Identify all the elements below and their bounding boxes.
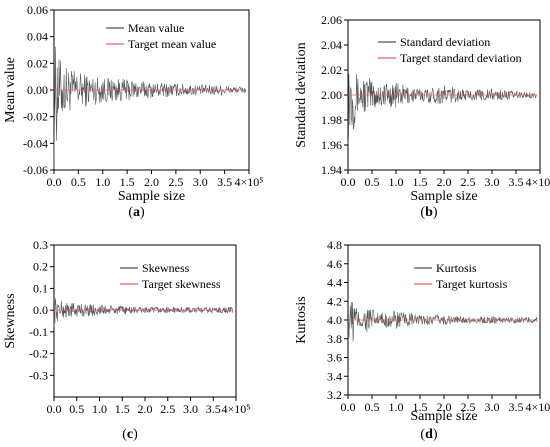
x-tick-label: 1.0 [92, 402, 107, 416]
x-axis-label: Sample size [118, 189, 185, 204]
x-tick-label: 4×10⁵ [526, 175, 550, 189]
x-tick-label: 0.5 [365, 175, 380, 189]
y-tick-label: 4.8 [327, 238, 342, 252]
y-axis-label: Skewness [3, 293, 18, 348]
x-tick-label: 3.0 [485, 400, 500, 414]
x-axis-label: Sample size [410, 409, 477, 424]
y-tick-label: 1.94 [321, 163, 342, 177]
x-tick-label: 1.0 [389, 400, 404, 414]
y-tick-label: 1.98 [321, 113, 342, 127]
panel-label: (c) [122, 427, 138, 442]
y-axis-label: Standard deviation [294, 42, 309, 147]
y-tick-label: 4.0 [327, 313, 342, 327]
x-tick-label: 4×10⁵ [222, 402, 251, 416]
legend-entry: Mean value [128, 21, 184, 35]
y-tick-label: 3.8 [327, 332, 342, 346]
y-tick-label: 3.2 [327, 388, 342, 402]
y-tick-label: -0.02 [23, 110, 48, 124]
y-tick-label: -0.1 [29, 325, 48, 339]
x-tick-label: 1.0 [389, 175, 404, 189]
y-tick-label: 0.00 [27, 83, 48, 97]
x-tick-label: 0.0 [341, 400, 356, 414]
y-tick-label: -0.04 [23, 136, 48, 150]
x-tick-label: 0.0 [47, 175, 62, 189]
legend-entry: Target mean value [128, 37, 216, 51]
chart-panel-3: -0.3 -0.2 -0.1 0.0 0.1 0.2 0.3 0.0 0.5 1.0 1.5 2.0 2… [3, 238, 250, 442]
panel-label: (b) [420, 205, 437, 220]
chart-panel-1: -0.06 -0.04 -0.02 0.00 0.02 0.04 0.06 0.0 0.5 1.0… [3, 3, 263, 220]
x-tick-label: 4×10⁵ [526, 400, 550, 414]
x-tick-label: 2.5 [461, 175, 476, 189]
y-tick-label: 0.3 [33, 238, 48, 252]
legend-entry: Target standard deviation [400, 51, 522, 65]
x-tick-label: 1.0 [95, 175, 110, 189]
y-tick-label: -0.2 [29, 347, 48, 361]
y-axis-label: Mean value [3, 57, 18, 123]
y-tick-label: 2.04 [321, 38, 342, 52]
x-axis-label: Sample size [410, 189, 477, 204]
y-tick-label: 2.06 [321, 13, 342, 27]
y-tick-label: 0.2 [33, 260, 48, 274]
x-tick-label: 2.0 [437, 400, 452, 414]
y-tick-label: 0.02 [27, 56, 48, 70]
x-tick-label: 0.5 [69, 402, 84, 416]
legend-entry: Standard deviation [400, 35, 490, 49]
y-tick-label: 2.02 [321, 63, 342, 77]
x-tick-label: 3.5 [206, 402, 221, 416]
x-tick-label: 0.0 [341, 175, 356, 189]
y-tick-label: 4.4 [327, 276, 342, 290]
panel-label: (d) [420, 427, 437, 442]
y-tick-label: 3.4 [327, 369, 342, 383]
chart-panel-2: 1.94 1.96 1.98 2.00 2.02 2.04 2.06 0.0 0.5 1.0 1.5… [294, 13, 550, 220]
y-tick-label: 0.04 [27, 30, 48, 44]
x-tick-label: 1.5 [413, 400, 428, 414]
x-tick-label: 4×10⁵ [235, 175, 264, 189]
series-line-skewness [53, 298, 234, 328]
x-tick-label: 3.5 [509, 175, 524, 189]
y-tick-label: -0.06 [23, 163, 48, 177]
x-tick-label: 1.5 [115, 402, 130, 416]
y-tick-label: 4.2 [327, 294, 342, 308]
x-tick-label: 2.5 [168, 175, 183, 189]
series-line-standard-deviation [347, 73, 538, 145]
x-tick-label: 1.5 [120, 175, 135, 189]
x-tick-label: 3.5 [217, 175, 232, 189]
y-tick-label: 0.06 [27, 3, 48, 17]
x-tick-label: 3.5 [509, 400, 524, 414]
series-line-kurtosis [347, 301, 538, 342]
x-tick-label: 1.5 [413, 175, 428, 189]
x-tick-label: 0.0 [47, 402, 62, 416]
legend-entry: Target kurtosis [436, 277, 508, 291]
x-tick-label: 3.0 [485, 175, 500, 189]
x-tick-label: 2.5 [160, 402, 175, 416]
y-axis-label: Kurtosis [294, 296, 309, 343]
legend-entry: Target skewness [142, 277, 221, 291]
x-tick-label: 2.0 [144, 175, 159, 189]
chart-panel-4: 3.2 3.4 3.6 3.8 4.0 4.2 4.4 4.6 4.8 0.0 0.5 1.0 1.5 2… [294, 238, 550, 442]
y-tick-label: 2.00 [321, 88, 342, 102]
series-line-mean-value [53, 46, 247, 169]
y-tick-label: 0.1 [33, 281, 48, 295]
legend-entry: Kurtosis [436, 261, 477, 275]
x-tick-label: 0.5 [365, 400, 380, 414]
y-tick-label: 0.0 [33, 303, 48, 317]
x-tick-label: 2.0 [138, 402, 153, 416]
y-tick-label: 3.6 [327, 351, 342, 365]
x-tick-label: 3.0 [193, 175, 208, 189]
x-tick-label: 0.5 [71, 175, 86, 189]
legend-entry: Skewness [142, 261, 190, 275]
x-tick-label: 2.5 [461, 400, 476, 414]
x-tick-label: 3.0 [183, 402, 198, 416]
y-tick-label: -0.3 [29, 368, 48, 382]
y-tick-label: 1.96 [321, 138, 342, 152]
x-tick-label: 2.0 [437, 175, 452, 189]
panel-label: (a) [128, 205, 145, 220]
y-tick-label: 4.6 [327, 257, 342, 271]
